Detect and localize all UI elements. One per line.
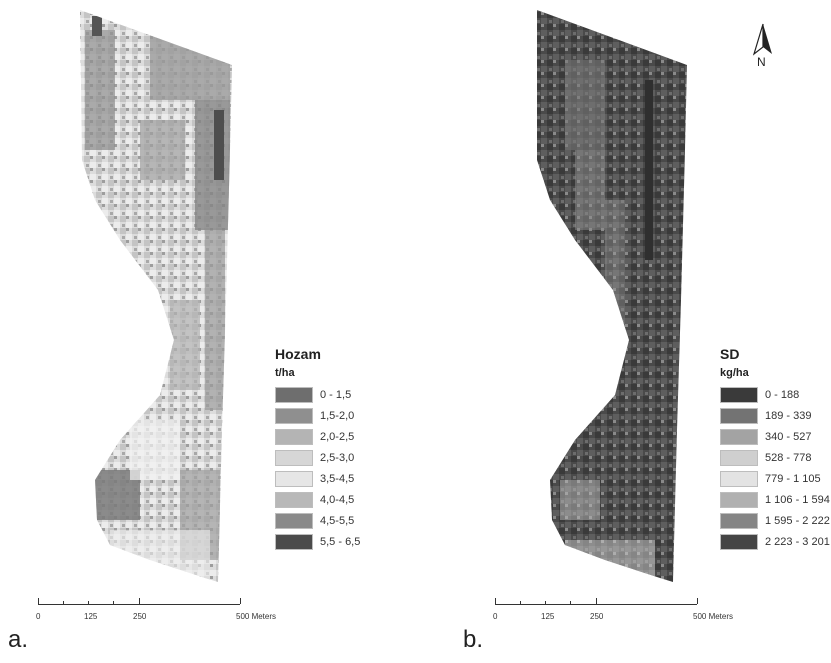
map-panel-a: Hozam t/ha 0 - 1,5 1,5-2,0 2,0-2,5 2,5-3,0 3… xyxy=(0,0,415,663)
legend-swatch xyxy=(720,428,758,445)
legend-title: Hozam xyxy=(275,346,321,362)
legend-item: 5,5 - 6,5 xyxy=(275,531,360,552)
legend-item: 1 595 - 2 222 xyxy=(720,510,830,531)
map-panel-b: N SD kg/ha 0 - 188 189 - 339 340 - 527 528 … xyxy=(415,0,830,663)
legend-swatch xyxy=(275,407,313,424)
legend-a: Hozam t/ha 0 - 1,5 1,5-2,0 2,0-2,5 2,5-3,0 3… xyxy=(275,346,360,552)
legend-item: 4,5-5,5 xyxy=(275,510,360,531)
legend-item: 779 - 1 105 xyxy=(720,468,830,489)
legend-unit: t/ha xyxy=(275,367,295,379)
scale-label-125: 125 xyxy=(84,612,98,621)
legend-label: 340 - 527 xyxy=(765,430,812,443)
legend-b: SD kg/ha 0 - 188 189 - 339 340 - 527 528 - … xyxy=(720,346,830,552)
scale-label-250: 250 xyxy=(133,612,147,621)
legend-swatch xyxy=(275,449,313,466)
panel-label-a: a. xyxy=(8,626,29,653)
map-raster-b xyxy=(537,10,687,582)
legend-label: 2 223 - 3 201 xyxy=(765,535,830,548)
scale-bar-a: 0 125 250 500 Meters xyxy=(36,598,288,628)
scale-label-500: 500 Meters xyxy=(236,612,277,621)
sd-map-b xyxy=(537,10,687,582)
legend-item: 2,5-3,0 xyxy=(275,447,360,468)
legend-label: 1 595 - 2 222 xyxy=(765,514,830,527)
legend-item: 2 223 - 3 201 xyxy=(720,531,830,552)
legend-swatch xyxy=(720,386,758,403)
legend-swatch xyxy=(720,470,758,487)
legend-label: 3,5-4,5 xyxy=(320,472,355,485)
legend-item: 1 106 - 1 594 xyxy=(720,489,830,510)
legend-swatch xyxy=(275,512,313,529)
legend-swatch xyxy=(720,449,758,466)
scale-label-0: 0 xyxy=(36,612,41,621)
legend-unit: kg/ha xyxy=(720,367,749,379)
legend-title: SD xyxy=(720,346,740,362)
legend-swatch xyxy=(275,428,313,445)
scale-label-250: 250 xyxy=(590,612,604,621)
legend-label: 2,0-2,5 xyxy=(320,430,355,443)
legend-swatch xyxy=(720,512,758,529)
panel-label-b: b. xyxy=(463,626,484,653)
legend-swatch xyxy=(275,386,313,403)
legend-label: 779 - 1 105 xyxy=(765,472,821,485)
legend-swatch xyxy=(720,407,758,424)
scale-label-125: 125 xyxy=(541,612,555,621)
legend-swatch xyxy=(720,533,758,550)
scale-label-0: 0 xyxy=(493,612,498,621)
legend-label: 5,5 - 6,5 xyxy=(320,535,361,548)
legend-item: 528 - 778 xyxy=(720,447,830,468)
legend-swatch xyxy=(275,491,313,508)
north-arrow: N xyxy=(750,22,776,69)
scale-bar-b: 0 125 250 500 Meters xyxy=(493,598,745,628)
legend-item: 3,5-4,5 xyxy=(275,468,360,489)
legend-label: 528 - 778 xyxy=(765,451,812,464)
map-raster-a xyxy=(80,10,232,582)
legend-label: 4,5-5,5 xyxy=(320,514,355,527)
legend-swatch xyxy=(720,491,758,508)
legend-label: 0 - 188 xyxy=(765,388,800,401)
legend-label: 1 106 - 1 594 xyxy=(765,493,830,506)
yield-map-a xyxy=(80,10,232,582)
scale-label-500: 500 Meters xyxy=(693,612,734,621)
legend-item: 4,0-4,5 xyxy=(275,489,360,510)
north-arrow-icon xyxy=(752,23,772,56)
legend-item: 1,5-2,0 xyxy=(275,405,360,426)
legend-item: 340 - 527 xyxy=(720,426,830,447)
legend-item: 189 - 339 xyxy=(720,405,830,426)
legend-item: 0 - 188 xyxy=(720,384,830,405)
legend-label: 1,5-2,0 xyxy=(320,409,355,422)
legend-label: 4,0-4,5 xyxy=(320,493,355,506)
legend-item: 2,0-2,5 xyxy=(275,426,360,447)
legend-item: 0 - 1,5 xyxy=(275,384,360,405)
legend-label: 189 - 339 xyxy=(765,409,812,422)
legend-label: 2,5-3,0 xyxy=(320,451,355,464)
legend-swatch xyxy=(275,470,313,487)
legend-swatch xyxy=(275,533,313,550)
legend-label: 0 - 1,5 xyxy=(320,388,352,401)
north-label: N xyxy=(757,55,766,69)
